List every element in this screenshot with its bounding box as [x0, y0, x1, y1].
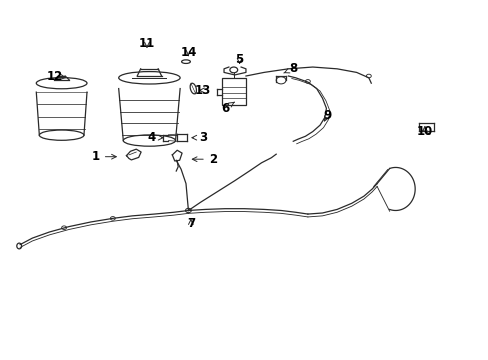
Text: 14: 14	[180, 46, 196, 59]
Text: 5: 5	[235, 53, 243, 66]
Text: 11: 11	[139, 37, 155, 50]
Text: 13: 13	[195, 84, 211, 97]
Text: 1: 1	[92, 150, 116, 163]
Text: 2: 2	[192, 153, 216, 166]
Text: 10: 10	[416, 125, 432, 138]
Bar	[221, 78, 245, 104]
Text: 9: 9	[323, 109, 331, 122]
Text: 6: 6	[221, 102, 234, 115]
Text: 8: 8	[283, 62, 297, 75]
Text: 3: 3	[192, 131, 207, 144]
Text: 12: 12	[46, 69, 65, 82]
Text: 4: 4	[147, 131, 163, 144]
Text: 7: 7	[186, 217, 195, 230]
